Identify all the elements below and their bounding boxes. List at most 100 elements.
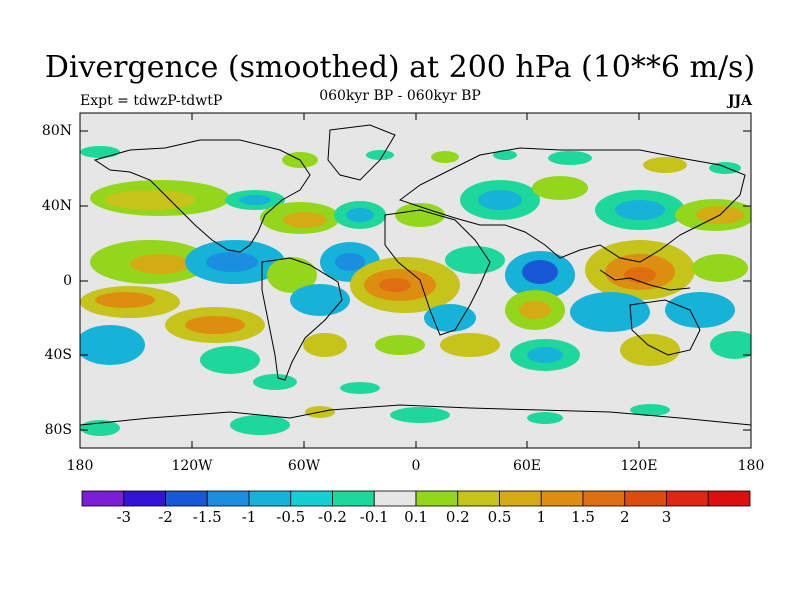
field-blob [630, 404, 670, 416]
africa-coast [384, 209, 491, 336]
colorbar-swatch [499, 490, 542, 507]
colorbar-swatch [624, 490, 667, 507]
field-blob [527, 347, 563, 363]
lat-label-40n: 40N [41, 198, 72, 214]
field-blob [548, 151, 592, 165]
lon-label-60w: 60W [287, 458, 321, 474]
colorbar-swatch [165, 490, 208, 507]
colorbar-label: -2 [158, 508, 173, 526]
lat-label-80s: 80S [44, 422, 72, 438]
field-blob [80, 146, 120, 158]
lat-label-0: 0 [63, 273, 72, 289]
antarctica-coast [80, 404, 751, 426]
field-blob [643, 157, 687, 173]
field-blob [335, 253, 365, 271]
colorbar-swatch [582, 490, 626, 507]
field-blob [710, 331, 751, 359]
colorbar-swatch [666, 490, 709, 507]
colorbar-swatch [81, 490, 125, 507]
maritime-continent-coast [599, 269, 691, 291]
plot-title: Divergence (smoothed) at 200 hPa (10**6 … [44, 50, 756, 85]
colorbar-swatch [290, 490, 333, 507]
field-blob [390, 407, 450, 423]
colorbar-swatch [540, 490, 584, 507]
lat-label-40s: 40S [44, 347, 72, 363]
field-blob [431, 151, 459, 163]
colorbar-swatch [373, 490, 417, 507]
colorbar-swatch [332, 490, 375, 507]
field-blob [346, 208, 374, 222]
field-blob [493, 150, 517, 160]
eurasia-coast [398, 147, 746, 263]
experiment-label: Expt = tdwzP-tdwtP [80, 93, 223, 109]
field-blob [440, 333, 500, 357]
field-blob [624, 267, 656, 283]
field-blob [185, 316, 245, 334]
field-blob [615, 200, 665, 220]
season-label: JJA [727, 93, 752, 109]
field-blob [379, 278, 411, 292]
field-blob [532, 176, 588, 200]
lon-label-180e: 180 [737, 458, 765, 474]
colorbar-swatch [123, 490, 166, 507]
lon-label-0: 0 [411, 458, 421, 474]
colorbar-label: 1.5 [571, 508, 595, 526]
south-america-coast [261, 257, 343, 381]
field-layer [80, 113, 751, 448]
colorbar-swatch [248, 490, 292, 507]
field-blob [445, 246, 505, 274]
field-blob [80, 325, 145, 365]
coastlines [80, 124, 751, 426]
field-blob [206, 252, 258, 272]
field-blob [522, 260, 558, 284]
field-blob [200, 346, 260, 374]
lon-label-120e: 120E [620, 458, 658, 474]
colorbar-label: 2 [619, 508, 630, 526]
field-blob [230, 415, 290, 435]
field-blob [478, 190, 522, 210]
colorbar-swatch [206, 490, 250, 507]
colorbar-label: -3 [116, 508, 132, 526]
north-america-coast [93, 139, 311, 253]
lat-label-80n: 80N [41, 123, 72, 139]
field-blob [267, 257, 317, 293]
colorbar-label: 0.2 [445, 508, 470, 526]
colorbar [81, 490, 751, 507]
field-blob [290, 284, 350, 316]
field-blob [283, 212, 327, 228]
field-blob [519, 301, 551, 319]
colorbar-label: -0.2 [318, 508, 347, 526]
field-blob [340, 382, 380, 394]
colorbar-swatch [707, 490, 751, 507]
field-blob [709, 162, 741, 174]
australia-coast [629, 299, 701, 356]
lon-label-60e: 60E [512, 458, 542, 474]
colorbar-label: -1 [241, 508, 257, 526]
colorbar-swatch [457, 490, 500, 507]
lon-label-120w: 120W [171, 458, 213, 474]
field-blob [692, 254, 748, 282]
field-blob [303, 333, 347, 357]
period-label: 060kyr BP - 060kyr BP [319, 88, 481, 104]
colorbar-label: -1.5 [192, 508, 222, 526]
field-blob [527, 412, 563, 424]
field-blob [424, 304, 476, 332]
field-blob [375, 335, 425, 355]
greenland-coast [327, 124, 396, 181]
field-blob [239, 195, 271, 205]
field-blob [253, 374, 297, 390]
field-blob [130, 254, 190, 274]
field-blob [620, 334, 680, 366]
field-blob [665, 292, 735, 328]
colorbar-swatch [415, 490, 459, 507]
field-blob [105, 190, 195, 210]
axis-ticks [80, 113, 751, 448]
colorbar-label: 3 [661, 508, 672, 526]
field-blob [395, 203, 445, 227]
lon-label-180w: 180 [66, 458, 94, 474]
field-blob [570, 292, 650, 332]
colorbar-label: -0.1 [359, 508, 389, 526]
field-blob [95, 292, 155, 308]
colorbar-label: 1 [536, 508, 547, 526]
